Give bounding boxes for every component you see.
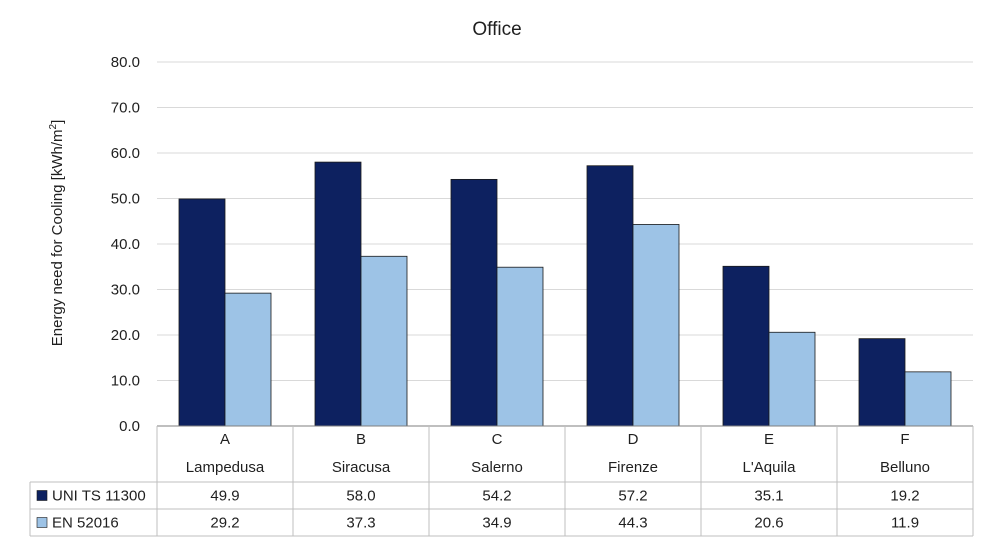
x-subcategory-label: Salerno [471,459,523,476]
y-axis-ticks: 0.0 10.0 20.0 30.0 40.0 50.0 60.0 70.0 80.0 [111,54,140,435]
x-tick-label: E [764,431,774,448]
y-tick-label: 30.0 [111,282,140,299]
x-tick-label: B [356,431,366,448]
data-label: 44.3 [618,515,647,532]
y-tick-label: 50.0 [111,191,140,208]
bar-uni-ts-11300 [178,198,226,427]
y-tick-label: 10.0 [111,373,140,390]
data-label: 29.2 [210,515,239,532]
data-label: 54.2 [482,488,511,505]
legend-label: UNI TS 11300 [52,488,146,505]
x-subcategory-label: Belluno [880,459,930,476]
x-tick-label: C [492,431,503,448]
data-label: 35.1 [754,488,783,505]
bar-en-52016 [360,255,408,427]
gridlines [157,61,973,381]
y-tick-label: 70.0 [111,100,140,117]
x-tick-label: D [628,431,639,448]
legend-swatch [36,517,48,528]
data-label: 49.9 [210,488,239,505]
data-label: 57.2 [618,488,647,505]
bar-en-52016 [768,331,816,427]
data-label: 19.2 [890,488,919,505]
data-label: 34.9 [482,515,511,532]
bar-uni-ts-11300 [858,338,906,427]
x-subcategory-label: Siracusa [332,459,391,476]
y-tick-label: 40.0 [111,236,140,253]
bar-en-52016 [496,266,544,427]
y-tick-label: 20.0 [111,327,140,344]
data-table: A Lampedusa B Siracusa C Salerno D Firenze E L'Aq… [29,425,974,537]
bar-uni-ts-11300 [722,265,770,427]
legend-swatch [36,490,48,501]
bar-uni-ts-11300 [586,165,634,427]
bar-uni-ts-11300 [450,178,498,427]
bar-en-52016 [632,224,680,427]
y-axis-label: Energy need for Cooling [kWh/m2] [48,120,66,347]
x-subcategory-label: Lampedusa [186,459,265,476]
x-subcategory-label: L'Aquila [743,459,797,476]
x-tick-label: A [220,431,230,448]
data-label: 20.6 [754,515,783,532]
y-tick-label: 0.0 [119,418,140,435]
bars [178,161,952,427]
x-subcategory-label: Firenze [608,459,658,476]
bar-uni-ts-11300 [314,161,362,427]
bar-en-52016 [224,292,272,427]
y-tick-label: 60.0 [111,145,140,162]
y-tick-label: 80.0 [111,54,140,71]
data-label: 58.0 [346,488,375,505]
data-label: 11.9 [891,515,919,532]
data-label: 37.3 [346,515,375,532]
legend-label: EN 52016 [52,515,119,532]
x-tick-label: F [900,431,909,448]
chart-title: Office [472,19,521,40]
bar-en-52016 [904,371,952,427]
